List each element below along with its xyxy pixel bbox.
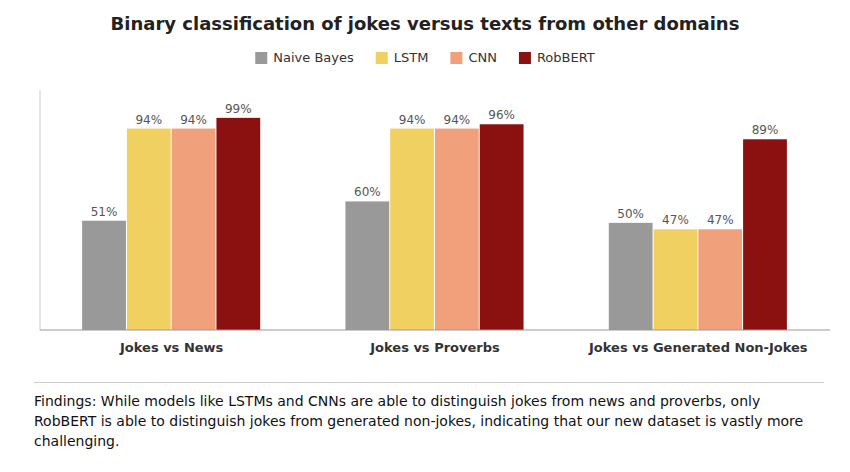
x-tick-label: Jokes vs News [119, 340, 224, 355]
legend-item: LSTM [376, 50, 429, 65]
x-tick-label: Jokes vs Generated Non-Jokes [588, 340, 808, 355]
bar [216, 118, 260, 330]
x-tick-label: Jokes vs Proverbs [369, 340, 500, 355]
chart: Binary classification of jokes versus te… [0, 0, 850, 380]
legend: Naive Bayes LSTM CNN RobBERT [255, 50, 595, 65]
data-label: 99% [225, 102, 252, 116]
legend-label: CNN [468, 50, 497, 65]
bar [82, 221, 126, 330]
findings: Findings: While models like LSTMs and CN… [34, 382, 824, 451]
legend-swatch [376, 52, 388, 64]
data-label: 94% [135, 113, 162, 127]
legend-swatch [519, 52, 531, 64]
bar [654, 229, 698, 330]
bar [435, 129, 479, 330]
legend-label: LSTM [394, 50, 429, 65]
legend-swatch [450, 52, 462, 64]
legend-swatch [255, 52, 267, 64]
bar [480, 124, 524, 330]
title: Binary classification of jokes versus te… [111, 13, 740, 34]
annotation: Findings: While models like LSTMs and CN… [34, 391, 824, 451]
bar [345, 201, 389, 330]
bar [172, 129, 216, 330]
data-label: 94% [444, 113, 471, 127]
bars [82, 118, 787, 330]
bar [743, 139, 787, 330]
legend-label: Naive Bayes [273, 50, 354, 65]
legend-label: RobBERT [537, 50, 595, 65]
data-label: 51% [91, 205, 118, 219]
x-axis-line [40, 330, 830, 331]
bar [390, 129, 434, 330]
legend-item: Naive Bayes [255, 50, 354, 65]
data-label: 47% [662, 213, 689, 227]
data-label: 94% [399, 113, 426, 127]
y-axis-line [40, 90, 41, 330]
data-label: 94% [180, 113, 207, 127]
legend-item: RobBERT [519, 50, 595, 65]
data-label: 89% [752, 123, 779, 137]
bar [698, 229, 742, 330]
bar [609, 223, 653, 330]
data-labels: 51% 60% 50% 94% 94% 47% 94% 94% 47% 99% 96% 89% [91, 102, 779, 227]
data-label: 96% [488, 108, 515, 122]
data-label: 50% [617, 207, 644, 221]
data-label: 47% [707, 213, 734, 227]
legend-item: CNN [450, 50, 497, 65]
data-label: 60% [354, 185, 381, 199]
bar [127, 129, 171, 330]
